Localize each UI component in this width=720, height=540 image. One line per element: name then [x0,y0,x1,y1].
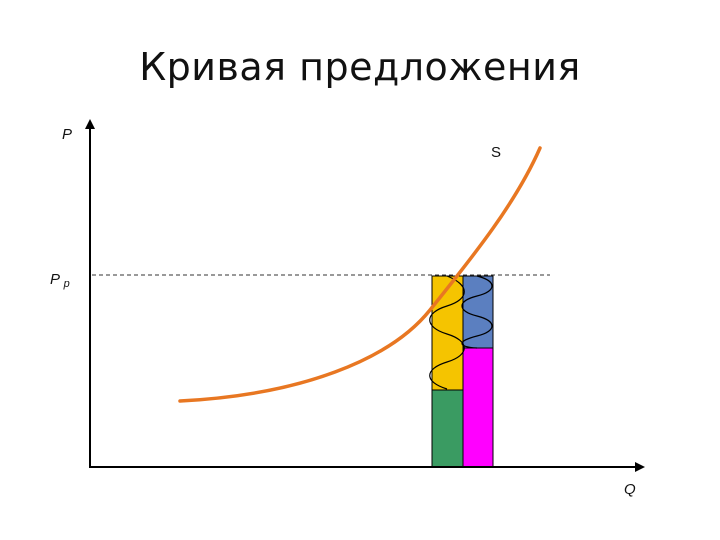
green-block [431,389,464,468]
y-axis-label: P [62,126,72,143]
slide-title: Кривая предложения [139,45,581,89]
supply-curve [178,146,542,403]
yellow-spring [429,275,465,390]
equilibrium-price-label: P р [50,271,70,290]
blue-spring [461,275,493,349]
yellow-block [431,275,464,391]
supply-curve-label: S [491,144,501,161]
equilibrium-price-label-sub: р [63,278,70,290]
magenta-block [462,347,494,468]
x-axis-label: Q [624,481,636,498]
equilibrium-price-label-main: P [50,271,60,288]
